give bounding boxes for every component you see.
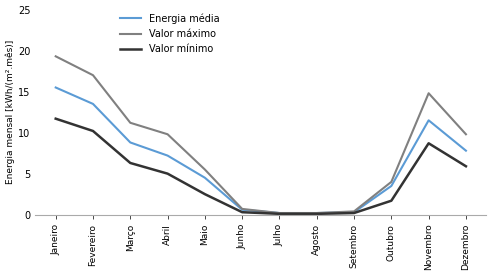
Line: Energia média: Energia média <box>56 87 466 213</box>
Valor máximo <box>202 168 208 171</box>
Valor mínimo <box>463 164 469 168</box>
Energia média <box>388 184 394 188</box>
Valor máximo <box>426 92 431 95</box>
Valor mínimo <box>165 172 171 175</box>
Valor mínimo <box>90 129 96 133</box>
Legend: Energia média, Valor máximo, Valor mínimo: Energia média, Valor máximo, Valor mínim… <box>117 10 222 57</box>
Valor máximo <box>90 73 96 77</box>
Line: Valor mínimo: Valor mínimo <box>56 119 466 214</box>
Valor máximo <box>463 132 469 136</box>
Valor máximo <box>351 210 357 213</box>
Valor máximo <box>239 207 245 211</box>
Energia média <box>351 211 357 214</box>
Energia média <box>426 119 431 122</box>
Valor mínimo <box>426 142 431 145</box>
Y-axis label: Energia mensal [kWh/(m².mês)]: Energia mensal [kWh/(m².mês)] <box>5 40 15 184</box>
Valor máximo <box>127 121 133 124</box>
Valor mínimo <box>388 199 394 202</box>
Valor máximo <box>388 180 394 184</box>
Valor mínimo <box>351 211 357 215</box>
Valor mínimo <box>127 161 133 165</box>
Valor mínimo <box>53 117 59 120</box>
Valor máximo <box>314 211 320 215</box>
Valor máximo <box>277 211 282 215</box>
Energia média <box>127 141 133 144</box>
Energia média <box>463 149 469 152</box>
Energia média <box>277 211 282 215</box>
Energia média <box>165 154 171 157</box>
Energia média <box>314 211 320 215</box>
Energia média <box>53 86 59 89</box>
Valor mínimo <box>202 192 208 196</box>
Valor mínimo <box>314 212 320 216</box>
Energia média <box>90 102 96 105</box>
Valor máximo <box>53 55 59 58</box>
Energia média <box>202 176 208 179</box>
Line: Valor máximo: Valor máximo <box>56 56 466 213</box>
Valor máximo <box>165 132 171 136</box>
Valor mínimo <box>277 212 282 216</box>
Valor mínimo <box>239 211 245 214</box>
Energia média <box>239 208 245 211</box>
